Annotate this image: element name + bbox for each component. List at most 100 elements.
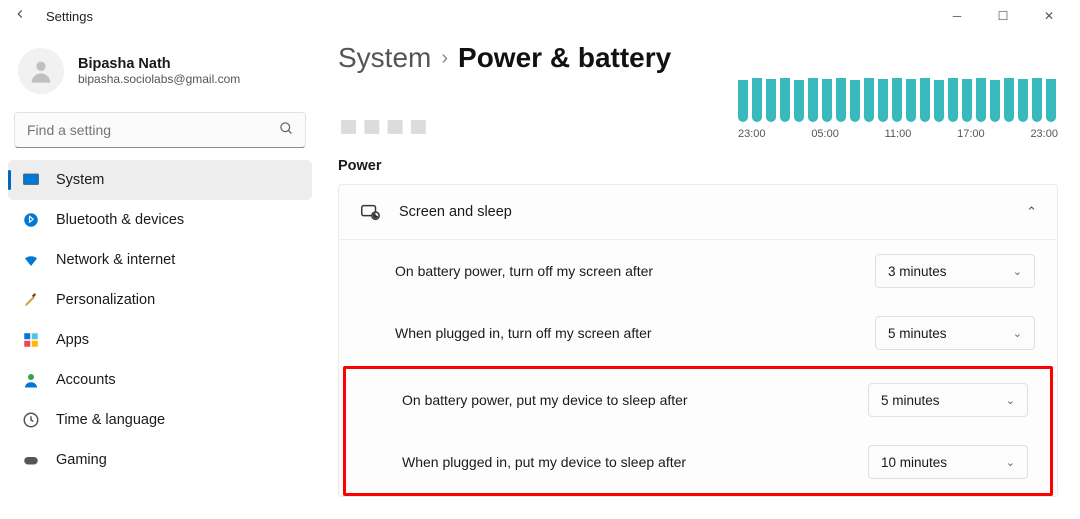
screen-sleep-card: Screen and sleep ⌃ On battery power, tur… [338, 184, 1058, 497]
setting-row: When plugged in, put my device to sleep … [346, 431, 1050, 493]
avatar [18, 48, 64, 94]
chevron-down-icon: ⌄ [1013, 327, 1022, 340]
back-button[interactable] [8, 7, 32, 26]
chart-bar [794, 80, 804, 122]
sidebar-item-gaming[interactable]: Gaming [8, 440, 312, 480]
chart-bar [878, 79, 888, 122]
setting-row: When plugged in, turn off my screen afte… [339, 302, 1057, 364]
gaming-icon [22, 451, 40, 469]
wifi-icon [22, 251, 40, 269]
screen-sleep-title: Screen and sleep [399, 204, 1008, 220]
chart-bar [990, 80, 1000, 122]
titlebar: Settings ─ ☐ ✕ [0, 0, 1080, 32]
setting-select[interactable]: 3 minutes ⌄ [875, 254, 1035, 288]
setting-value: 3 minutes [888, 264, 947, 279]
profile-block[interactable]: Bipasha Nath bipasha.sociolabs@gmail.com [8, 42, 312, 108]
battery-chart: 23:00 05:00 11:00 17:00 23:00 [738, 76, 1058, 140]
setting-row: On battery power, turn off my screen aft… [339, 240, 1057, 302]
setting-select[interactable]: 10 minutes ⌄ [868, 445, 1028, 479]
setting-label: When plugged in, put my device to sleep … [402, 454, 852, 470]
chevron-down-icon: ⌄ [1006, 394, 1015, 407]
setting-select[interactable]: 5 minutes ⌄ [868, 383, 1028, 417]
chart-bar [738, 80, 748, 122]
chart-bar [752, 78, 762, 122]
screen-sleep-icon [359, 201, 381, 223]
sidebar-item-accounts[interactable]: Accounts [8, 360, 312, 400]
chart-bar [934, 80, 944, 122]
setting-row: On battery power, put my device to sleep… [346, 369, 1050, 431]
chart-bar [766, 79, 776, 122]
chart-bar [808, 78, 818, 122]
setting-value: 10 minutes [881, 455, 947, 470]
search-input[interactable] [14, 112, 306, 148]
chart-bar [864, 78, 874, 122]
chart-xtick: 23:00 [738, 128, 766, 140]
chart-bar [1046, 79, 1056, 122]
chart-bar [976, 78, 986, 122]
sidebar-item-label: Apps [56, 332, 89, 348]
bluetooth-icon [22, 211, 40, 229]
setting-value: 5 minutes [888, 326, 947, 341]
chevron-down-icon: ⌄ [1006, 456, 1015, 469]
chevron-right-icon: › [441, 47, 448, 70]
setting-label: On battery power, turn off my screen aft… [395, 263, 859, 279]
chart-bar [962, 79, 972, 122]
sidebar-item-label: Network & internet [56, 252, 175, 268]
clock-icon [22, 411, 40, 429]
chart-bar [1004, 78, 1014, 122]
chart-bar [836, 78, 846, 122]
chart-bar [906, 79, 916, 122]
chart-bar [948, 78, 958, 122]
sidebar-item-bluetooth[interactable]: Bluetooth & devices [8, 200, 312, 240]
chart-bar [850, 80, 860, 122]
nav-list: System Bluetooth & devices Network & int… [8, 160, 312, 480]
chart-bar [1018, 79, 1028, 122]
chart-bar [892, 78, 902, 122]
power-section-title: Power [338, 158, 1058, 174]
battery-summary: ▪▪▪▪ 23:00 05:00 11:00 17:00 23:00 [338, 76, 1058, 140]
sidebar-item-system[interactable]: System [8, 160, 312, 200]
setting-label: When plugged in, turn off my screen afte… [395, 325, 859, 341]
close-button[interactable]: ✕ [1026, 0, 1072, 32]
profile-name: Bipasha Nath [78, 56, 240, 72]
sidebar-item-time[interactable]: Time & language [8, 400, 312, 440]
sidebar-item-label: Personalization [56, 292, 155, 308]
apps-icon [22, 331, 40, 349]
main-content: System › Power & battery ▪▪▪▪ 23:00 05:00… [320, 32, 1080, 519]
battery-percent-cut: ▪▪▪▪ [338, 120, 431, 140]
chevron-up-icon: ⌃ [1026, 204, 1037, 220]
screen-sleep-header[interactable]: Screen and sleep ⌃ [339, 185, 1057, 239]
chart-bar [920, 78, 930, 122]
setting-label: On battery power, put my device to sleep… [402, 392, 852, 408]
search-box[interactable] [14, 112, 306, 148]
sidebar-item-label: Gaming [56, 452, 107, 468]
maximize-button[interactable]: ☐ [980, 0, 1026, 32]
sidebar-item-network[interactable]: Network & internet [8, 240, 312, 280]
chart-bar [1032, 78, 1042, 122]
sidebar-item-label: Bluetooth & devices [56, 212, 184, 228]
window-controls: ─ ☐ ✕ [934, 0, 1072, 32]
chart-bar [780, 78, 790, 122]
sidebar-item-label: System [56, 172, 104, 188]
minimize-button[interactable]: ─ [934, 0, 980, 32]
sidebar-item-apps[interactable]: Apps [8, 320, 312, 360]
highlight-box: On battery power, put my device to sleep… [343, 366, 1053, 496]
chart-bar [822, 79, 832, 122]
window-title: Settings [46, 9, 93, 24]
chart-xtick: 17:00 [957, 128, 985, 140]
page-title: Power & battery [458, 42, 671, 74]
sidebar-item-label: Time & language [56, 412, 165, 428]
chart-xtick: 23:00 [1030, 128, 1058, 140]
chart-xtick: 11:00 [885, 128, 912, 140]
breadcrumb-parent[interactable]: System [338, 42, 431, 74]
setting-value: 5 minutes [881, 393, 940, 408]
sidebar-item-personalization[interactable]: Personalization [8, 280, 312, 320]
chart-xtick: 05:00 [811, 128, 839, 140]
system-icon [22, 171, 40, 189]
sidebar-item-label: Accounts [56, 372, 116, 388]
accounts-icon [22, 371, 40, 389]
setting-select[interactable]: 5 minutes ⌄ [875, 316, 1035, 350]
breadcrumb: System › Power & battery [338, 42, 1058, 74]
brush-icon [22, 291, 40, 309]
chevron-down-icon: ⌄ [1013, 265, 1022, 278]
